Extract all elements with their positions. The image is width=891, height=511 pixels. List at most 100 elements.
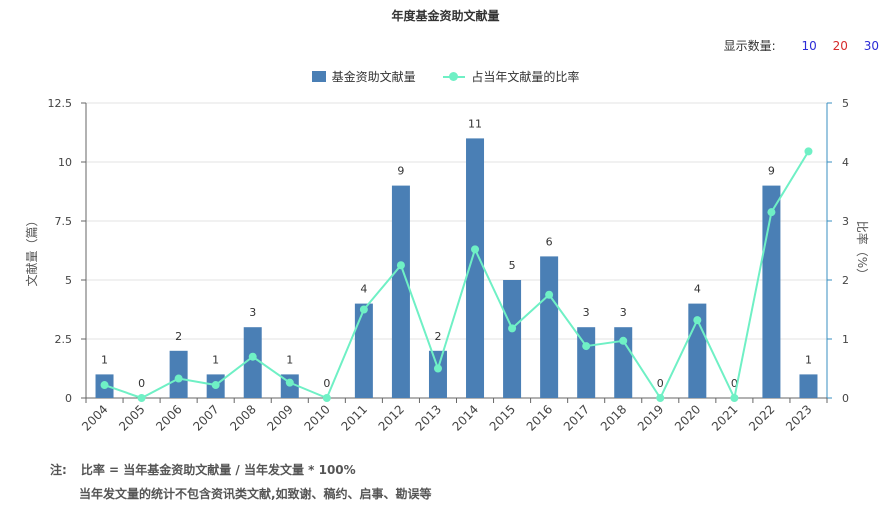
y-tick-label: 10 — [58, 156, 72, 169]
bar-data-label: 0 — [323, 377, 330, 390]
bar — [428, 350, 447, 398]
display-count-option-10[interactable]: 10 — [801, 39, 817, 53]
bar — [391, 185, 410, 398]
ratio-point — [396, 261, 405, 270]
y-right-tick-label: 3 — [842, 215, 849, 228]
y-axis-title-right: 比率（%） — [855, 221, 870, 280]
bar — [614, 327, 633, 398]
bar-data-label: 9 — [397, 165, 404, 178]
legend-item-bar[interactable]: 基金资助文献量 — [311, 68, 416, 85]
bar-data-label: 0 — [657, 377, 664, 390]
x-tick-label: 2008 — [227, 402, 258, 433]
bar — [354, 303, 373, 398]
bar — [540, 256, 559, 398]
ratio-line — [104, 150, 810, 402]
x-tick-label: 2005 — [116, 402, 147, 433]
x-tick-label: 2012 — [376, 402, 407, 433]
bar-data-label: 1 — [101, 353, 108, 366]
x-tick-label: 2016 — [524, 402, 555, 433]
note-line-1: 注: 比率 = 当年基金资助文献量 / 当年发文量 * 100% — [50, 461, 356, 478]
legend-line-label: 占当年文献量的比率 — [471, 70, 580, 84]
legend-line-swatch — [443, 71, 466, 82]
bar-data-label: 11 — [468, 117, 482, 130]
ratio-point — [211, 381, 220, 390]
legend-item-line[interactable]: 占当年文献量的比率 — [443, 68, 579, 85]
x-tick-label: 2019 — [635, 402, 666, 433]
x-tick-label: 2009 — [264, 402, 295, 433]
bar-data-label: 3 — [249, 306, 256, 319]
y-tick-label: 7.5 — [55, 215, 73, 228]
y-right-tick-label: 2 — [842, 274, 849, 287]
y-axis-title-left: 文献量（篇） — [24, 214, 39, 286]
ratio-point — [471, 245, 480, 254]
bar-data-label: 2 — [175, 330, 182, 343]
bar-data-label: 2 — [434, 330, 441, 343]
x-tick-label: 2015 — [487, 402, 518, 433]
ratio-point — [248, 352, 257, 361]
display-count-option-20[interactable]: 20 — [832, 39, 848, 53]
y-right-tick-label: 5 — [842, 97, 849, 110]
x-tick-label: 2020 — [672, 402, 703, 433]
bar-data-label: 3 — [620, 306, 627, 319]
chart-legend: 基金资助文献量 占当年文献量的比率 — [0, 68, 891, 85]
x-tick-label: 2006 — [153, 402, 184, 433]
ratio-point — [582, 342, 591, 351]
ratio-point — [137, 394, 146, 402]
x-tick-label: 2013 — [413, 402, 444, 433]
legend-bar-label: 基金资助文献量 — [331, 70, 416, 84]
bar-data-label: 1 — [286, 353, 293, 366]
ratio-point — [508, 324, 517, 333]
bar — [503, 280, 522, 398]
bar-data-label: 9 — [768, 165, 775, 178]
y-tick-label: 12.5 — [48, 97, 73, 110]
x-tick-label: 2004 — [79, 402, 110, 433]
ratio-point — [285, 378, 294, 387]
display-count-label: 显示数量: — [723, 39, 776, 53]
display-count-option-30[interactable]: 30 — [863, 39, 879, 53]
y-right-tick-label: 0 — [842, 392, 849, 405]
ratio-point — [656, 394, 665, 402]
x-tick-label: 2011 — [338, 402, 369, 433]
ratio-point — [359, 305, 368, 314]
note-key: 注: — [50, 463, 67, 477]
y-tick-label: 5 — [65, 274, 72, 287]
legend-bar-swatch — [311, 71, 326, 82]
y-tick-label: 0 — [65, 392, 72, 405]
x-tick-label: 2014 — [450, 402, 481, 433]
ratio-point — [693, 316, 702, 325]
ratio-point — [619, 336, 628, 345]
bar-data-label: 5 — [509, 259, 516, 272]
ratio-point — [322, 394, 331, 402]
x-tick-label: 2017 — [561, 402, 592, 433]
bar-data-label: 1 — [212, 353, 219, 366]
x-tick-label: 2007 — [190, 402, 221, 433]
x-tick-label: 2018 — [598, 402, 629, 433]
bar-data-label: 4 — [360, 283, 367, 296]
chart-title: 年度基金资助文献量 — [391, 9, 500, 23]
display-count-control: 显示数量: 10 20 30 — [724, 37, 879, 54]
bar — [799, 374, 818, 398]
bar-data-label: 3 — [583, 306, 590, 319]
bar-data-label: 0 — [138, 377, 145, 390]
ratio-point — [433, 364, 442, 373]
ratio-point — [767, 208, 776, 217]
ratio-point — [804, 147, 813, 156]
ratio-point — [100, 381, 109, 390]
x-tick-label: 2023 — [783, 402, 814, 433]
bar-data-label: 4 — [694, 283, 701, 296]
bar — [243, 327, 262, 398]
y-right-tick-label: 4 — [842, 156, 849, 169]
bar-data-label: 1 — [805, 353, 812, 366]
bar — [688, 303, 707, 398]
x-tick-label: 2022 — [746, 402, 777, 433]
x-tick-label: 2010 — [301, 402, 332, 433]
bar — [169, 350, 188, 398]
ratio-point — [545, 290, 554, 299]
y-right-tick-label: 1 — [842, 333, 849, 346]
bar-data-label: 0 — [731, 377, 738, 390]
note-line-2: 当年发文量的统计不包含资讯类文献,如致谢、稿约、启事、勘误等 — [79, 487, 432, 501]
note-formula: 比率 = 当年基金资助文献量 / 当年发文量 * 100% — [80, 463, 356, 477]
y-tick-label: 2.5 — [55, 333, 73, 346]
ratio-point — [174, 374, 183, 383]
